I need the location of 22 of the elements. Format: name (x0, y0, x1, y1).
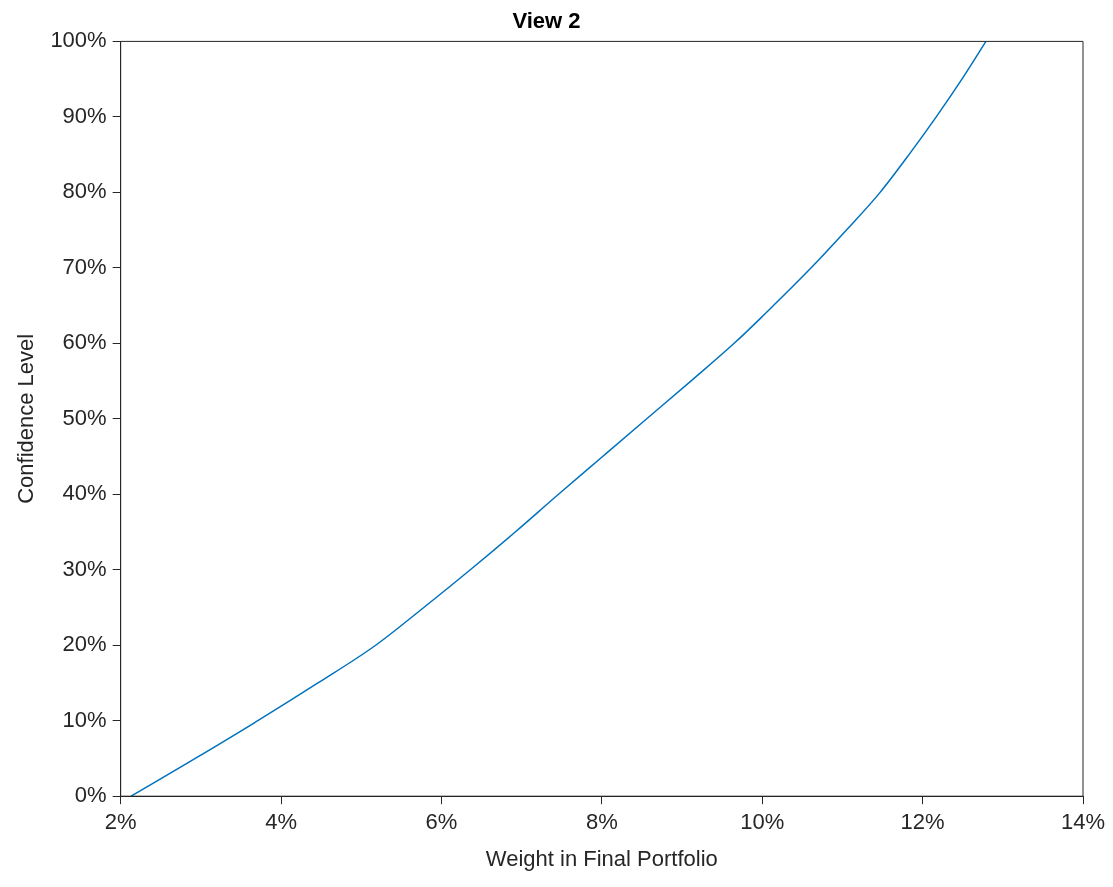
line-series (130, 41, 987, 797)
x-tick-label: 6% (425, 809, 458, 835)
y-tick-label: 100% (50, 27, 107, 53)
y-axis-title: Confidence Level (13, 333, 39, 504)
x-tick-label: 8% (585, 809, 618, 835)
y-tick-label: 20% (62, 631, 107, 657)
y-tick-label: 50% (62, 404, 107, 430)
y-tick-label: 70% (62, 253, 107, 279)
x-tick-label: 2% (104, 809, 137, 835)
x-axis-title: Weight in Final Portfolio (485, 845, 718, 871)
y-tick-label: 10% (62, 706, 107, 732)
chart-title: View 2 (512, 8, 581, 34)
x-tick-label: 10% (740, 809, 785, 835)
y-tick-label: 90% (62, 102, 107, 128)
x-tick-label: 4% (265, 809, 297, 835)
y-tick-label: 80% (62, 178, 107, 204)
y-tick-label: 30% (62, 555, 107, 581)
y-tick-label: 60% (62, 329, 107, 355)
y-tick-label: 40% (62, 480, 107, 506)
x-tick-label: 14% (1060, 809, 1106, 835)
y-tick-label: 0% (74, 782, 107, 808)
x-tick-label: 12% (900, 809, 945, 835)
